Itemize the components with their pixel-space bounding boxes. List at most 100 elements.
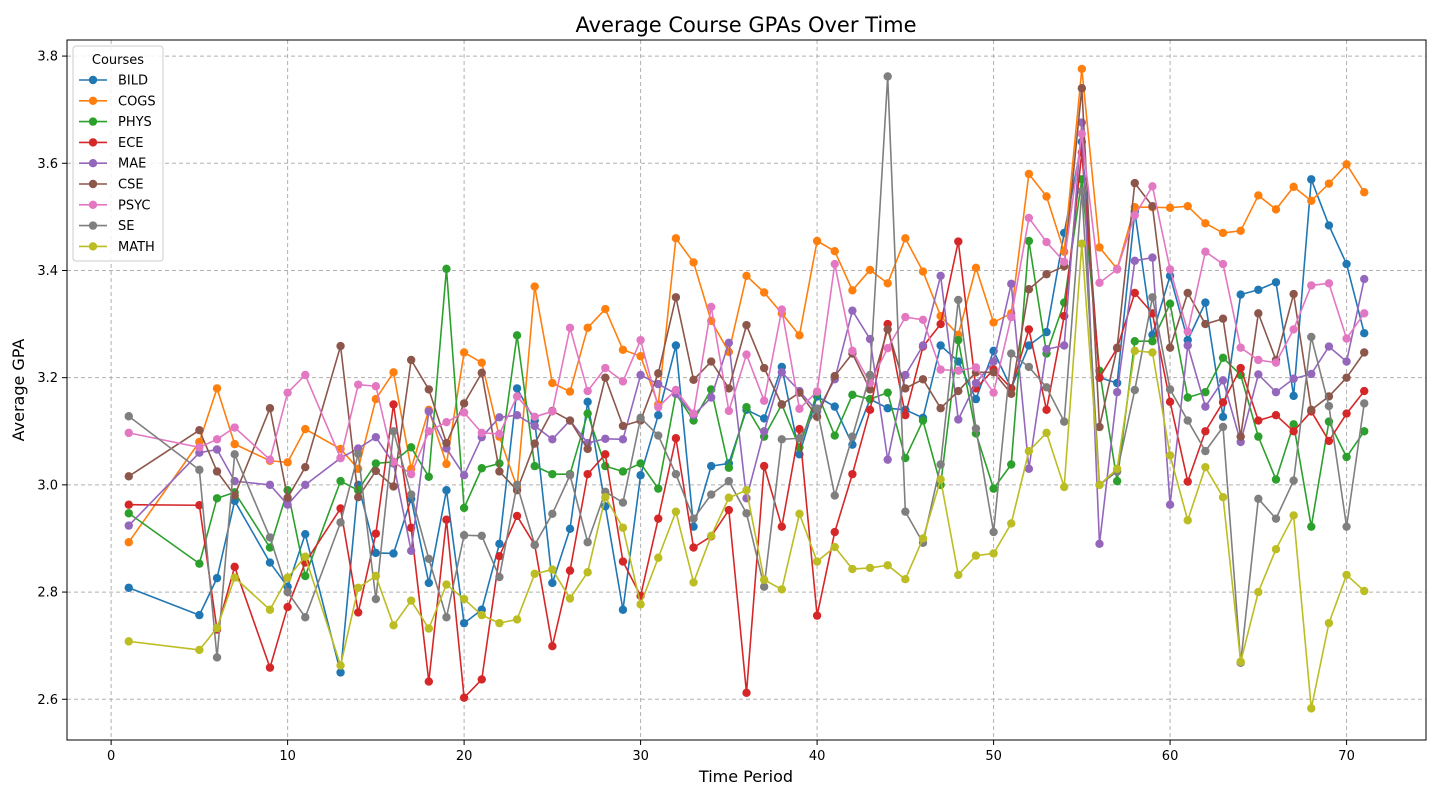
data-point: [1007, 389, 1016, 398]
data-point: [495, 572, 504, 582]
data-point: [530, 569, 539, 579]
data-point: [442, 580, 451, 589]
data-point: [1342, 334, 1351, 343]
data-point: [1148, 348, 1157, 357]
data-point: [548, 578, 557, 588]
data-point: [707, 357, 716, 366]
data-point: [354, 493, 363, 502]
x-tick-label: 20: [456, 749, 473, 764]
data-point: [124, 521, 133, 530]
data-point: [371, 594, 381, 604]
data-point: [565, 566, 575, 575]
data-point: [883, 343, 892, 353]
data-point: [1236, 432, 1245, 441]
data-point: [1254, 191, 1263, 200]
x-tick-label: 70: [1338, 749, 1355, 764]
data-point: [618, 345, 628, 354]
data-point: [777, 522, 786, 531]
data-point: [618, 523, 628, 532]
data-point: [936, 319, 945, 329]
data-point: [124, 583, 133, 592]
data-point: [565, 416, 575, 425]
data-point: [1007, 519, 1016, 528]
data-point: [795, 424, 804, 434]
series-math: [124, 239, 1369, 713]
data-point: [301, 571, 310, 581]
data-point: [336, 504, 345, 513]
data-point: [336, 453, 345, 463]
data-point: [971, 363, 981, 372]
y-axis-label: Average GPA: [9, 339, 28, 442]
data-point: [689, 375, 698, 385]
data-point: [442, 613, 451, 622]
data-point: [406, 596, 416, 605]
data-point: [124, 428, 133, 438]
data-point: [989, 388, 998, 397]
data-point: [601, 363, 610, 373]
data-point: [565, 471, 575, 480]
x-tick-label: 10: [279, 749, 296, 764]
data-point: [848, 346, 857, 356]
data-point: [954, 335, 963, 345]
data-point: [477, 464, 486, 473]
data-point: [671, 469, 681, 479]
data-point: [512, 392, 522, 401]
data-point: [918, 375, 928, 384]
data-point: [1024, 325, 1034, 334]
data-point: [1254, 494, 1263, 504]
series-layer: [124, 64, 1369, 713]
data-point: [883, 388, 892, 397]
data-point: [1165, 397, 1175, 406]
data-point: [336, 341, 345, 351]
data-point: [865, 405, 875, 415]
data-point: [1342, 160, 1351, 169]
data-point: [1095, 422, 1104, 432]
data-point: [812, 557, 822, 566]
data-point: [1165, 203, 1175, 212]
data-point: [601, 434, 610, 443]
data-point: [654, 484, 663, 493]
data-point: [936, 404, 945, 413]
data-point: [1289, 511, 1298, 520]
data-point: [671, 507, 681, 516]
data-point: [1042, 345, 1051, 354]
data-point: [195, 443, 204, 452]
data-point: [1342, 259, 1351, 269]
data-point: [1059, 417, 1069, 426]
x-tick-label: 0: [107, 749, 115, 764]
data-point: [336, 668, 345, 677]
legend-item-se: SE: [79, 219, 134, 234]
data-point: [1307, 704, 1316, 713]
data-point: [1024, 464, 1034, 473]
data-point: [212, 653, 222, 662]
data-point: [371, 571, 381, 581]
data-point: [336, 476, 345, 486]
data-point: [1307, 332, 1316, 342]
data-point: [689, 514, 698, 523]
data-point: [1112, 265, 1122, 274]
data-point: [689, 409, 698, 418]
data-point: [1183, 201, 1192, 211]
data-point: [1360, 348, 1369, 357]
data-point: [1130, 178, 1139, 188]
data-point: [371, 466, 381, 476]
data-point: [936, 341, 945, 350]
data-point: [1042, 405, 1051, 415]
data-point: [530, 439, 539, 448]
data-point: [495, 539, 504, 549]
data-point: [1183, 416, 1192, 425]
data-point: [759, 414, 769, 423]
data-point: [265, 663, 275, 672]
data-point: [759, 575, 769, 584]
data-point: [954, 386, 963, 396]
data-point: [1024, 285, 1034, 294]
data-point: [1360, 586, 1369, 596]
chart-title: Average Course GPAs Over Time: [575, 13, 916, 37]
data-point: [459, 503, 469, 513]
data-point: [424, 407, 434, 416]
data-point: [371, 382, 381, 391]
data-point: [212, 467, 222, 476]
data-point: [742, 688, 751, 698]
series-line-cse: [128, 87, 1365, 499]
data-point: [1289, 325, 1298, 334]
